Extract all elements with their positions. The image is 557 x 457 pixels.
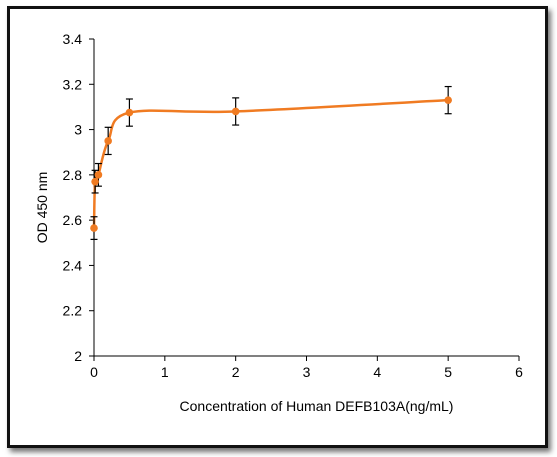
y-tick-label: 2 [74,348,82,364]
data-point [90,224,98,232]
y-tick-label: 2.2 [63,303,83,319]
x-tick-label: 1 [161,364,169,380]
data-point [231,107,240,116]
y-tick-label: 3.4 [63,31,83,47]
y-tick-label: 2.4 [63,257,83,273]
x-tick-label: 6 [515,364,523,380]
chart-ticks: 2 2.2 2.4 2.6 2.8 3 3.2 3.4 0 1 2 3 4 5 6 [63,31,524,380]
chart-plot-area [90,85,452,240]
data-point [94,171,103,179]
x-tick-label: 5 [444,364,452,380]
chart-axes [93,39,519,357]
y-tick-label: 2.6 [63,212,83,228]
x-tick-label: 0 [90,364,98,380]
data-point [125,108,134,117]
y-tick-label: 3 [74,122,82,138]
x-axis-title: Concentration of Human DEFB103A(ng/mL) [180,398,454,414]
y-tick-label: 2.8 [63,167,83,183]
x-tick-label: 2 [232,364,240,380]
series-line [92,98,449,229]
x-tick-label: 4 [373,364,381,380]
x-tick-label: 3 [303,364,311,380]
data-point [91,177,99,186]
y-tick-label: 3.2 [63,76,83,92]
data-point [104,137,112,145]
data-point [444,96,452,104]
y-axis-title: OD 450 nm [34,172,50,244]
